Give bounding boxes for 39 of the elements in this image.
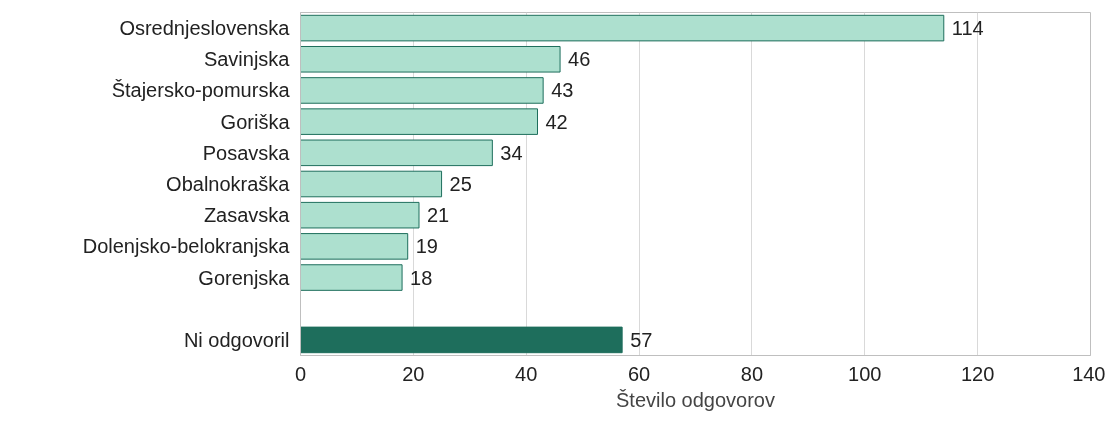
x-tick-label: 60 xyxy=(627,362,651,385)
data-label: 34 xyxy=(500,141,523,164)
bar xyxy=(300,170,443,198)
x-tick-label: 0 xyxy=(294,362,307,385)
y-tick-label: Štajersko-pomurska xyxy=(111,79,291,102)
y-tick-label: Dolenjsko-belokranjska xyxy=(82,235,291,258)
x-tick-label: 80 xyxy=(740,362,764,385)
x-axis-title: Število odgovorov xyxy=(616,388,775,411)
y-tick-label: Goriška xyxy=(220,110,291,133)
bar xyxy=(300,14,945,42)
bar xyxy=(300,108,538,135)
x-tick-label: 120 xyxy=(960,362,995,385)
y-tick-label: Zasavska xyxy=(203,204,291,227)
bar xyxy=(300,233,409,260)
data-label: 57 xyxy=(630,328,653,351)
data-label: 46 xyxy=(568,48,591,71)
data-label: 21 xyxy=(427,204,450,227)
x-tick-label: 100 xyxy=(848,362,882,385)
data-label: 43 xyxy=(551,79,574,102)
bar xyxy=(300,326,623,354)
y-tick-label: Osrednjeslovenska xyxy=(119,17,291,40)
x-tick-label: 20 xyxy=(402,362,425,385)
data-label: 19 xyxy=(415,235,438,258)
y-tick-label: Posavska xyxy=(202,141,291,164)
bar xyxy=(300,264,403,291)
data-label: 25 xyxy=(449,173,472,195)
y-tick-label: Obalnokraška xyxy=(166,173,291,195)
bar xyxy=(300,139,493,167)
y-tick-label: Savinjska xyxy=(203,48,291,71)
data-label: 42 xyxy=(545,110,568,133)
x-tick-label: 40 xyxy=(515,362,538,385)
x-tick-label: 140 xyxy=(1072,362,1106,385)
y-tick-label: Ni odgovoril xyxy=(183,328,290,351)
bar xyxy=(300,201,420,229)
y-tick-label: Gorenjska xyxy=(198,266,291,289)
data-label: 114 xyxy=(951,17,984,40)
bar xyxy=(300,45,561,73)
bar xyxy=(300,77,544,104)
data-label: 18 xyxy=(410,266,433,289)
